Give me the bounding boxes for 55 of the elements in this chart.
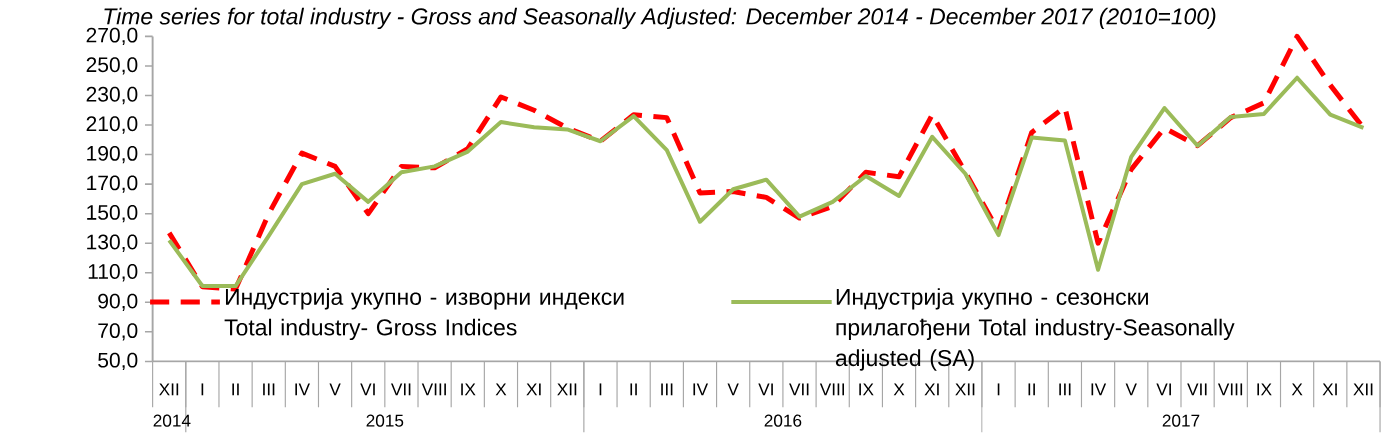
x-tick-label: III [263,383,275,396]
y-tick-label: 210,0 [86,116,138,134]
y-tick-label: 170,0 [87,175,138,193]
x-tick-label: IX [461,383,476,396]
text: 2014 [153,414,191,427]
x-tick-label: V [329,383,341,396]
x-tick-label: VI [360,383,375,396]
x-tick-label: VII [789,383,809,396]
legend-label: Индустрија укупно - изворни индекси Total industry- Gross Indices [224,288,624,341]
y-tick-label: 190,0 [87,145,138,164]
y-tick-label: 130,0 [87,234,138,252]
x-tick-label: VII [1187,383,1207,396]
x-tick-label: X [495,383,507,396]
y-tick-label: 250,0 [86,57,138,75]
x-tick-label: III [1059,383,1071,396]
x-tick-label: VIII [421,383,446,396]
y-tick-label: 70,0 [98,323,138,341]
text: 2017 [1162,414,1200,427]
text: 2016 [764,414,802,427]
x-tick-label: IV [693,383,709,396]
line-series [167,75,1366,288]
x-tick-label: III [661,383,673,396]
x-tick-label: I [997,383,1000,396]
x-tick-label: XI [526,383,541,396]
x-tick-label: IX [859,383,874,396]
x-tick-label: VII [390,383,411,396]
text: 2015 [366,414,404,427]
y-tick-label: 90,0 [98,293,138,311]
x-tick-label: XII [1353,383,1373,396]
x-tick-label: IV [295,383,310,396]
legend-label: Индустрија укупно - сезонски прилагођени Total industry-Seasonally adjusted (SA) [835,288,1235,371]
x-tick-label: VIII [1217,383,1243,396]
x-tick-label: V [1125,383,1137,396]
x-tick-label: VI [758,383,773,396]
x-tick-label: XI [924,383,939,396]
x-tick-label: IX [1257,383,1272,396]
x-tick-label: II [630,383,637,396]
x-tick-label: II [232,383,239,396]
x-tick-label: VIII [819,383,845,396]
x-tick-label: II [1028,383,1035,396]
x-tick-label: XII [557,383,577,396]
x-tick-label: VI [1156,383,1171,396]
x-tick-label: XI [1322,383,1337,396]
y-tick-label: 230,0 [86,86,138,105]
x-tick-label: XII [159,383,179,396]
x-tick-label: X [893,383,905,396]
y-tick-label: 50,0 [98,352,138,371]
x-tick-label: I [599,383,602,396]
x-tick-label: I [201,383,204,396]
x-tick-label: XII [955,383,975,396]
x-tick-label: IV [1091,383,1107,396]
x-tick-label: V [727,383,739,396]
y-tick-label: 110,0 [88,264,138,282]
y-tick-label: 150,0 [87,204,138,223]
x-tick-label: X [1291,383,1303,396]
